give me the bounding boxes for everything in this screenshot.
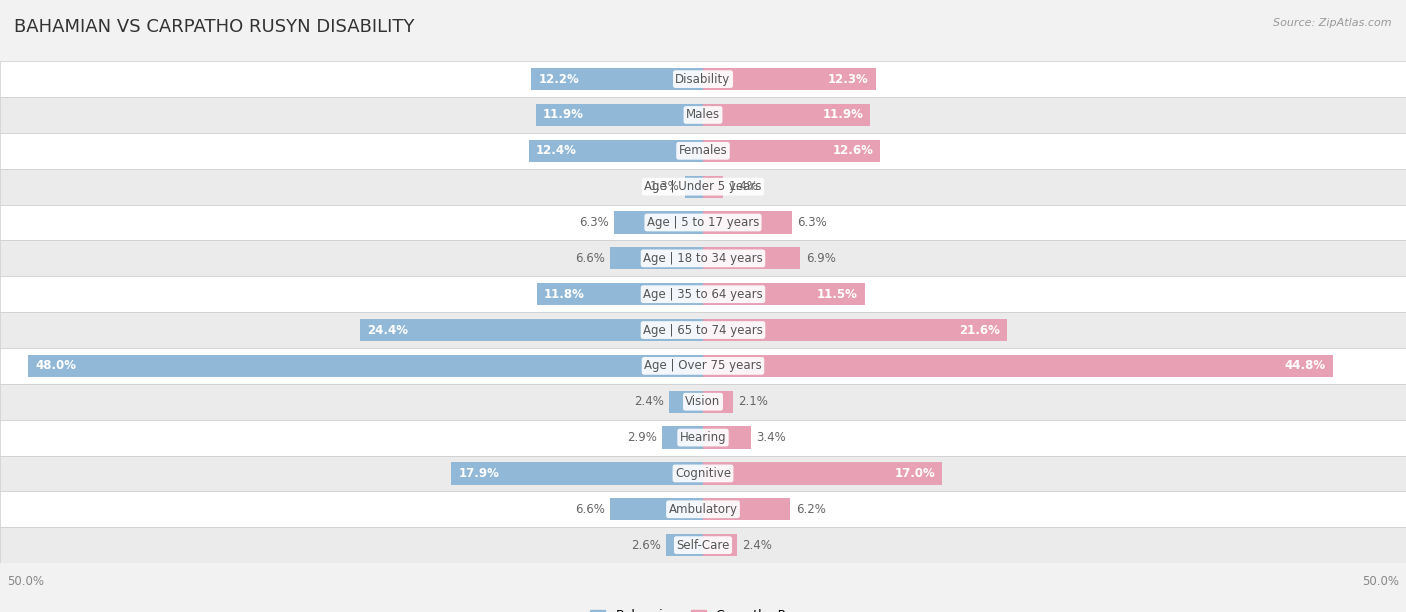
Text: Disability: Disability [675,73,731,86]
Text: 6.6%: 6.6% [575,252,605,265]
Bar [0,420,1406,455]
Text: Age | 5 to 17 years: Age | 5 to 17 years [647,216,759,229]
Bar [536,104,703,126]
Text: Ambulatory: Ambulatory [668,503,738,516]
Bar [0,133,1406,169]
Text: 50.0%: 50.0% [1362,575,1399,588]
Bar [614,211,703,234]
Bar [703,104,870,126]
Bar [703,427,751,449]
Bar [0,527,1406,563]
Text: 21.6%: 21.6% [959,324,1000,337]
Bar [703,319,1007,341]
Text: 6.3%: 6.3% [797,216,827,229]
Text: 11.9%: 11.9% [823,108,863,121]
Bar [703,68,876,90]
Text: 2.4%: 2.4% [742,539,772,551]
Bar [703,498,790,520]
Bar [666,534,703,556]
Text: Females: Females [679,144,727,157]
Text: Hearing: Hearing [679,431,727,444]
Text: 6.9%: 6.9% [806,252,835,265]
Text: 50.0%: 50.0% [7,575,44,588]
Bar [537,283,703,305]
Text: 6.6%: 6.6% [575,503,605,516]
Text: Age | 18 to 34 years: Age | 18 to 34 years [643,252,763,265]
Text: Self-Care: Self-Care [676,539,730,551]
Text: 6.3%: 6.3% [579,216,609,229]
Bar [703,355,1333,377]
Text: 1.3%: 1.3% [650,180,679,193]
Bar [0,312,1406,348]
Bar [662,427,703,449]
Bar [0,204,1406,241]
Bar [451,462,703,485]
Bar [28,355,703,377]
Text: 11.8%: 11.8% [544,288,585,300]
Bar [685,176,703,198]
Text: Age | Under 5 years: Age | Under 5 years [644,180,762,193]
Text: 11.9%: 11.9% [543,108,583,121]
Bar [703,534,737,556]
Text: 48.0%: 48.0% [35,359,76,372]
Text: 2.4%: 2.4% [634,395,664,408]
Bar [0,384,1406,420]
Text: 11.5%: 11.5% [817,288,858,300]
Bar [529,140,703,162]
Bar [0,61,1406,97]
Bar [0,276,1406,312]
Bar [0,97,1406,133]
Text: Age | 35 to 64 years: Age | 35 to 64 years [643,288,763,300]
Text: 6.2%: 6.2% [796,503,825,516]
Bar [703,211,792,234]
Text: 12.2%: 12.2% [538,73,579,86]
Text: 24.4%: 24.4% [367,324,408,337]
Bar [703,140,880,162]
Text: BAHAMIAN VS CARPATHO RUSYN DISABILITY: BAHAMIAN VS CARPATHO RUSYN DISABILITY [14,18,415,36]
Text: 17.0%: 17.0% [894,467,935,480]
Text: Vision: Vision [685,395,721,408]
Bar [610,247,703,269]
Text: Age | 65 to 74 years: Age | 65 to 74 years [643,324,763,337]
Bar [703,247,800,269]
Text: 44.8%: 44.8% [1285,359,1326,372]
Bar [703,283,865,305]
Bar [703,462,942,485]
Text: 12.3%: 12.3% [828,73,869,86]
Text: Source: ZipAtlas.com: Source: ZipAtlas.com [1274,18,1392,28]
Bar [703,390,733,413]
Text: Age | Over 75 years: Age | Over 75 years [644,359,762,372]
Bar [0,491,1406,527]
Bar [0,348,1406,384]
Text: 2.9%: 2.9% [627,431,657,444]
Text: Cognitive: Cognitive [675,467,731,480]
Text: 3.4%: 3.4% [756,431,786,444]
Text: 17.9%: 17.9% [458,467,499,480]
Bar [669,390,703,413]
Text: 2.6%: 2.6% [631,539,661,551]
Bar [0,455,1406,491]
Text: 12.6%: 12.6% [832,144,873,157]
Bar [360,319,703,341]
Text: 12.4%: 12.4% [536,144,576,157]
Text: 2.1%: 2.1% [738,395,768,408]
Bar [610,498,703,520]
Bar [0,169,1406,204]
Bar [531,68,703,90]
Text: Males: Males [686,108,720,121]
Legend: Bahamian, Carpatho Rusyn: Bahamian, Carpatho Rusyn [591,609,815,612]
Bar [703,176,723,198]
Text: 1.4%: 1.4% [728,180,758,193]
Bar [0,241,1406,276]
